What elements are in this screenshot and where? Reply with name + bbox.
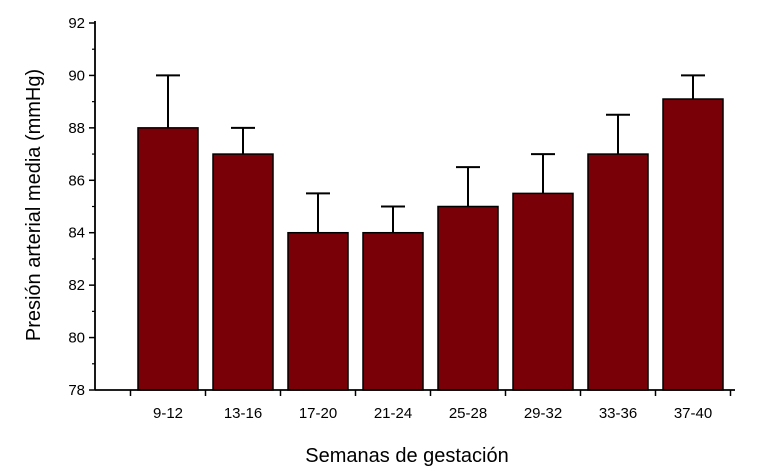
x-tick-label: 21-24 [374,405,412,422]
y-tick-label: 86 [68,172,85,189]
x-tick-label: 17-20 [299,405,337,422]
x-tick-label: 13-16 [224,405,262,422]
y-tick-label: 92 [68,15,85,32]
x-tick-label: 29-32 [524,405,562,422]
bars-layer [137,74,724,391]
y-tick-label: 78 [68,382,85,399]
y-tick-label: 84 [68,225,85,242]
bar [362,231,424,391]
axes-layer: 78 80 82 84 86 88 90 92 9-12 13-16 17-20 21-24 25-28… [68,15,735,422]
y-tick-label: 90 [68,67,85,84]
bar [287,231,349,391]
y-tick-label: 88 [68,120,85,137]
bar [437,205,499,391]
x-tick-label: 25-28 [449,405,487,422]
bar [212,153,274,391]
bar [587,153,649,391]
x-axis-title: Semanas de gestación [305,445,508,467]
y-tick-label: 82 [68,277,85,294]
y-axis-title: Presión arterial media (mmHg) [23,69,45,341]
y-tick-label: 80 [68,330,85,347]
bar [137,127,199,391]
x-tick-label: 9-12 [153,405,183,422]
bar [662,98,724,391]
bar [512,192,574,391]
x-tick-label: 33-36 [599,405,637,422]
x-tick-label: 37-40 [674,405,712,422]
